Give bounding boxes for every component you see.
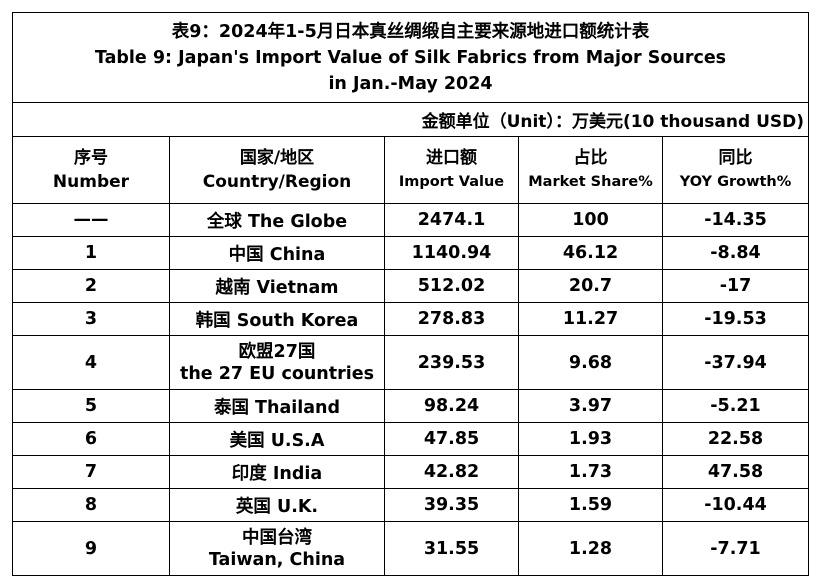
cell-number: 4 xyxy=(12,335,170,390)
country-name-line: 全球 The Globe xyxy=(206,211,348,232)
title-zh: 表9：2024年1-5月日本真丝绸缎自主要来源地进口额统计表 xyxy=(171,21,650,42)
cell-yoy-growth: -8.84 xyxy=(661,236,810,270)
cell-yoy-growth: 47.58 xyxy=(661,455,810,489)
header-import-value-zh: 进口额 xyxy=(426,148,477,168)
cell-yoy-growth: -37.94 xyxy=(661,335,810,390)
cell-number: 9 xyxy=(12,521,170,576)
header-country: 国家/地区 Country/Region xyxy=(169,136,385,204)
cell-yoy-growth: -5.21 xyxy=(661,389,810,423)
table-row: 8 英国 U.K. 39.35 1.59 -10.44 xyxy=(12,488,810,522)
import-table-container: 表9：2024年1-5月日本真丝绸缎自主要来源地进口额统计表 Table 9: … xyxy=(11,12,810,576)
cell-import-value: 47.85 xyxy=(384,422,519,456)
country-name-line: 印度 India xyxy=(231,463,323,484)
country-name-line: 英国 U.K. xyxy=(235,496,319,517)
cell-country: 全球 The Globe xyxy=(169,203,385,237)
cell-market-share: 11.27 xyxy=(518,302,663,336)
header-market-share-en: Market Share% xyxy=(528,174,653,190)
country-name-line: the 27 EU countries xyxy=(179,363,375,384)
cell-country: 欧盟27国 the 27 EU countries xyxy=(169,335,385,390)
country-name-line: 美国 U.S.A xyxy=(229,430,325,451)
cell-import-value: 239.53 xyxy=(384,335,519,390)
unit-label: 金额单位（Unit）：万美元(10 thousand USD) xyxy=(11,102,810,137)
cell-import-value: 39.35 xyxy=(384,488,519,522)
country-name-line: 韩国 South Korea xyxy=(195,310,359,331)
header-country-en: Country/Region xyxy=(202,172,352,192)
cell-country: 印度 India xyxy=(169,455,385,489)
table-row: 7 印度 India 42.82 1.73 47.58 xyxy=(12,455,810,489)
cell-import-value: 42.82 xyxy=(384,455,519,489)
header-number-en: Number xyxy=(52,172,130,192)
title-en-line2: in Jan.-May 2024 xyxy=(328,73,493,94)
cell-market-share: 20.7 xyxy=(518,269,663,303)
cell-number: 3 xyxy=(12,302,170,336)
cell-number: 7 xyxy=(12,455,170,489)
cell-yoy-growth: 22.58 xyxy=(661,422,810,456)
header-number: 序号 Number xyxy=(12,136,170,204)
title-en-line1: Table 9: Japan's Import Value of Silk Fa… xyxy=(94,47,727,68)
import-table: 表9：2024年1-5月日本真丝绸缎自主要来源地进口额统计表 Table 9: … xyxy=(11,12,810,576)
cell-yoy-growth: -14.35 xyxy=(661,203,810,237)
cell-market-share: 1.93 xyxy=(518,422,663,456)
cell-market-share: 1.28 xyxy=(518,521,663,576)
cell-number: 2 xyxy=(12,269,170,303)
cell-market-share: 1.59 xyxy=(518,488,663,522)
country-name-line: 中国台湾 xyxy=(242,527,312,548)
cell-country: 英国 U.K. xyxy=(169,488,385,522)
header-number-zh: 序号 xyxy=(74,148,108,168)
header-market-share: 占比 Market Share% xyxy=(518,136,663,204)
cell-market-share: 1.73 xyxy=(518,455,663,489)
cell-import-value: 278.83 xyxy=(384,302,519,336)
table-row: 3 韩国 South Korea 278.83 11.27 -19.53 xyxy=(12,302,810,336)
cell-import-value: 98.24 xyxy=(384,389,519,423)
country-name-line: 泰国 Thailand xyxy=(213,397,341,418)
header-yoy-growth-en: YOY Growth% xyxy=(679,174,792,190)
header-import-value: 进口额 Import Value xyxy=(384,136,519,204)
table-title: 表9：2024年1-5月日本真丝绸缎自主要来源地进口额统计表 Table 9: … xyxy=(11,12,810,103)
cell-import-value: 31.55 xyxy=(384,521,519,576)
header-country-zh: 国家/地区 xyxy=(239,148,315,168)
country-name-line: 越南 Vietnam xyxy=(215,277,339,298)
table-row: —— 全球 The Globe 2474.1 100 -14.35 xyxy=(12,203,810,237)
country-name-line: Taiwan, China xyxy=(208,549,346,570)
table-row: 6 美国 U.S.A 47.85 1.93 22.58 xyxy=(12,422,810,456)
header-row: 序号 Number 国家/地区 Country/Region 进口额 Impor… xyxy=(12,136,810,204)
cell-number: —— xyxy=(12,203,170,237)
cell-import-value: 512.02 xyxy=(384,269,519,303)
cell-number: 1 xyxy=(12,236,170,270)
table-row: 1 中国 China 1140.94 46.12 -8.84 xyxy=(12,236,810,270)
cell-country: 韩国 South Korea xyxy=(169,302,385,336)
cell-yoy-growth: -19.53 xyxy=(661,302,810,336)
cell-market-share: 46.12 xyxy=(518,236,663,270)
cell-country: 美国 U.S.A xyxy=(169,422,385,456)
country-name-line: 欧盟27国 xyxy=(238,341,316,362)
table-row: 5 泰国 Thailand 98.24 3.97 -5.21 xyxy=(12,389,810,423)
cell-yoy-growth: -10.44 xyxy=(661,488,810,522)
header-yoy-growth: 同比 YOY Growth% xyxy=(661,136,810,204)
cell-import-value: 1140.94 xyxy=(384,236,519,270)
cell-import-value: 2474.1 xyxy=(384,203,519,237)
cell-country: 越南 Vietnam xyxy=(169,269,385,303)
table-row: 9 中国台湾 Taiwan, China 31.55 1.28 -7.71 xyxy=(12,521,810,576)
cell-number: 6 xyxy=(12,422,170,456)
cell-country: 泰国 Thailand xyxy=(169,389,385,423)
cell-number: 5 xyxy=(12,389,170,423)
table-row: 2 越南 Vietnam 512.02 20.7 -17 xyxy=(12,269,810,303)
header-yoy-growth-zh: 同比 xyxy=(718,148,753,168)
cell-country: 中国台湾 Taiwan, China xyxy=(169,521,385,576)
cell-market-share: 9.68 xyxy=(518,335,663,390)
cell-yoy-growth: -17 xyxy=(661,269,810,303)
cell-country: 中国 China xyxy=(169,236,385,270)
cell-number: 8 xyxy=(12,488,170,522)
header-import-value-en: Import Value xyxy=(398,174,505,190)
country-name-line: 中国 China xyxy=(228,244,326,265)
table-row: 4 欧盟27国 the 27 EU countries 239.53 9.68 -37.9… xyxy=(12,335,810,390)
header-market-share-zh: 占比 xyxy=(573,148,608,168)
cell-yoy-growth: -7.71 xyxy=(661,521,810,576)
cell-market-share: 3.97 xyxy=(518,389,663,423)
cell-market-share: 100 xyxy=(518,203,663,237)
